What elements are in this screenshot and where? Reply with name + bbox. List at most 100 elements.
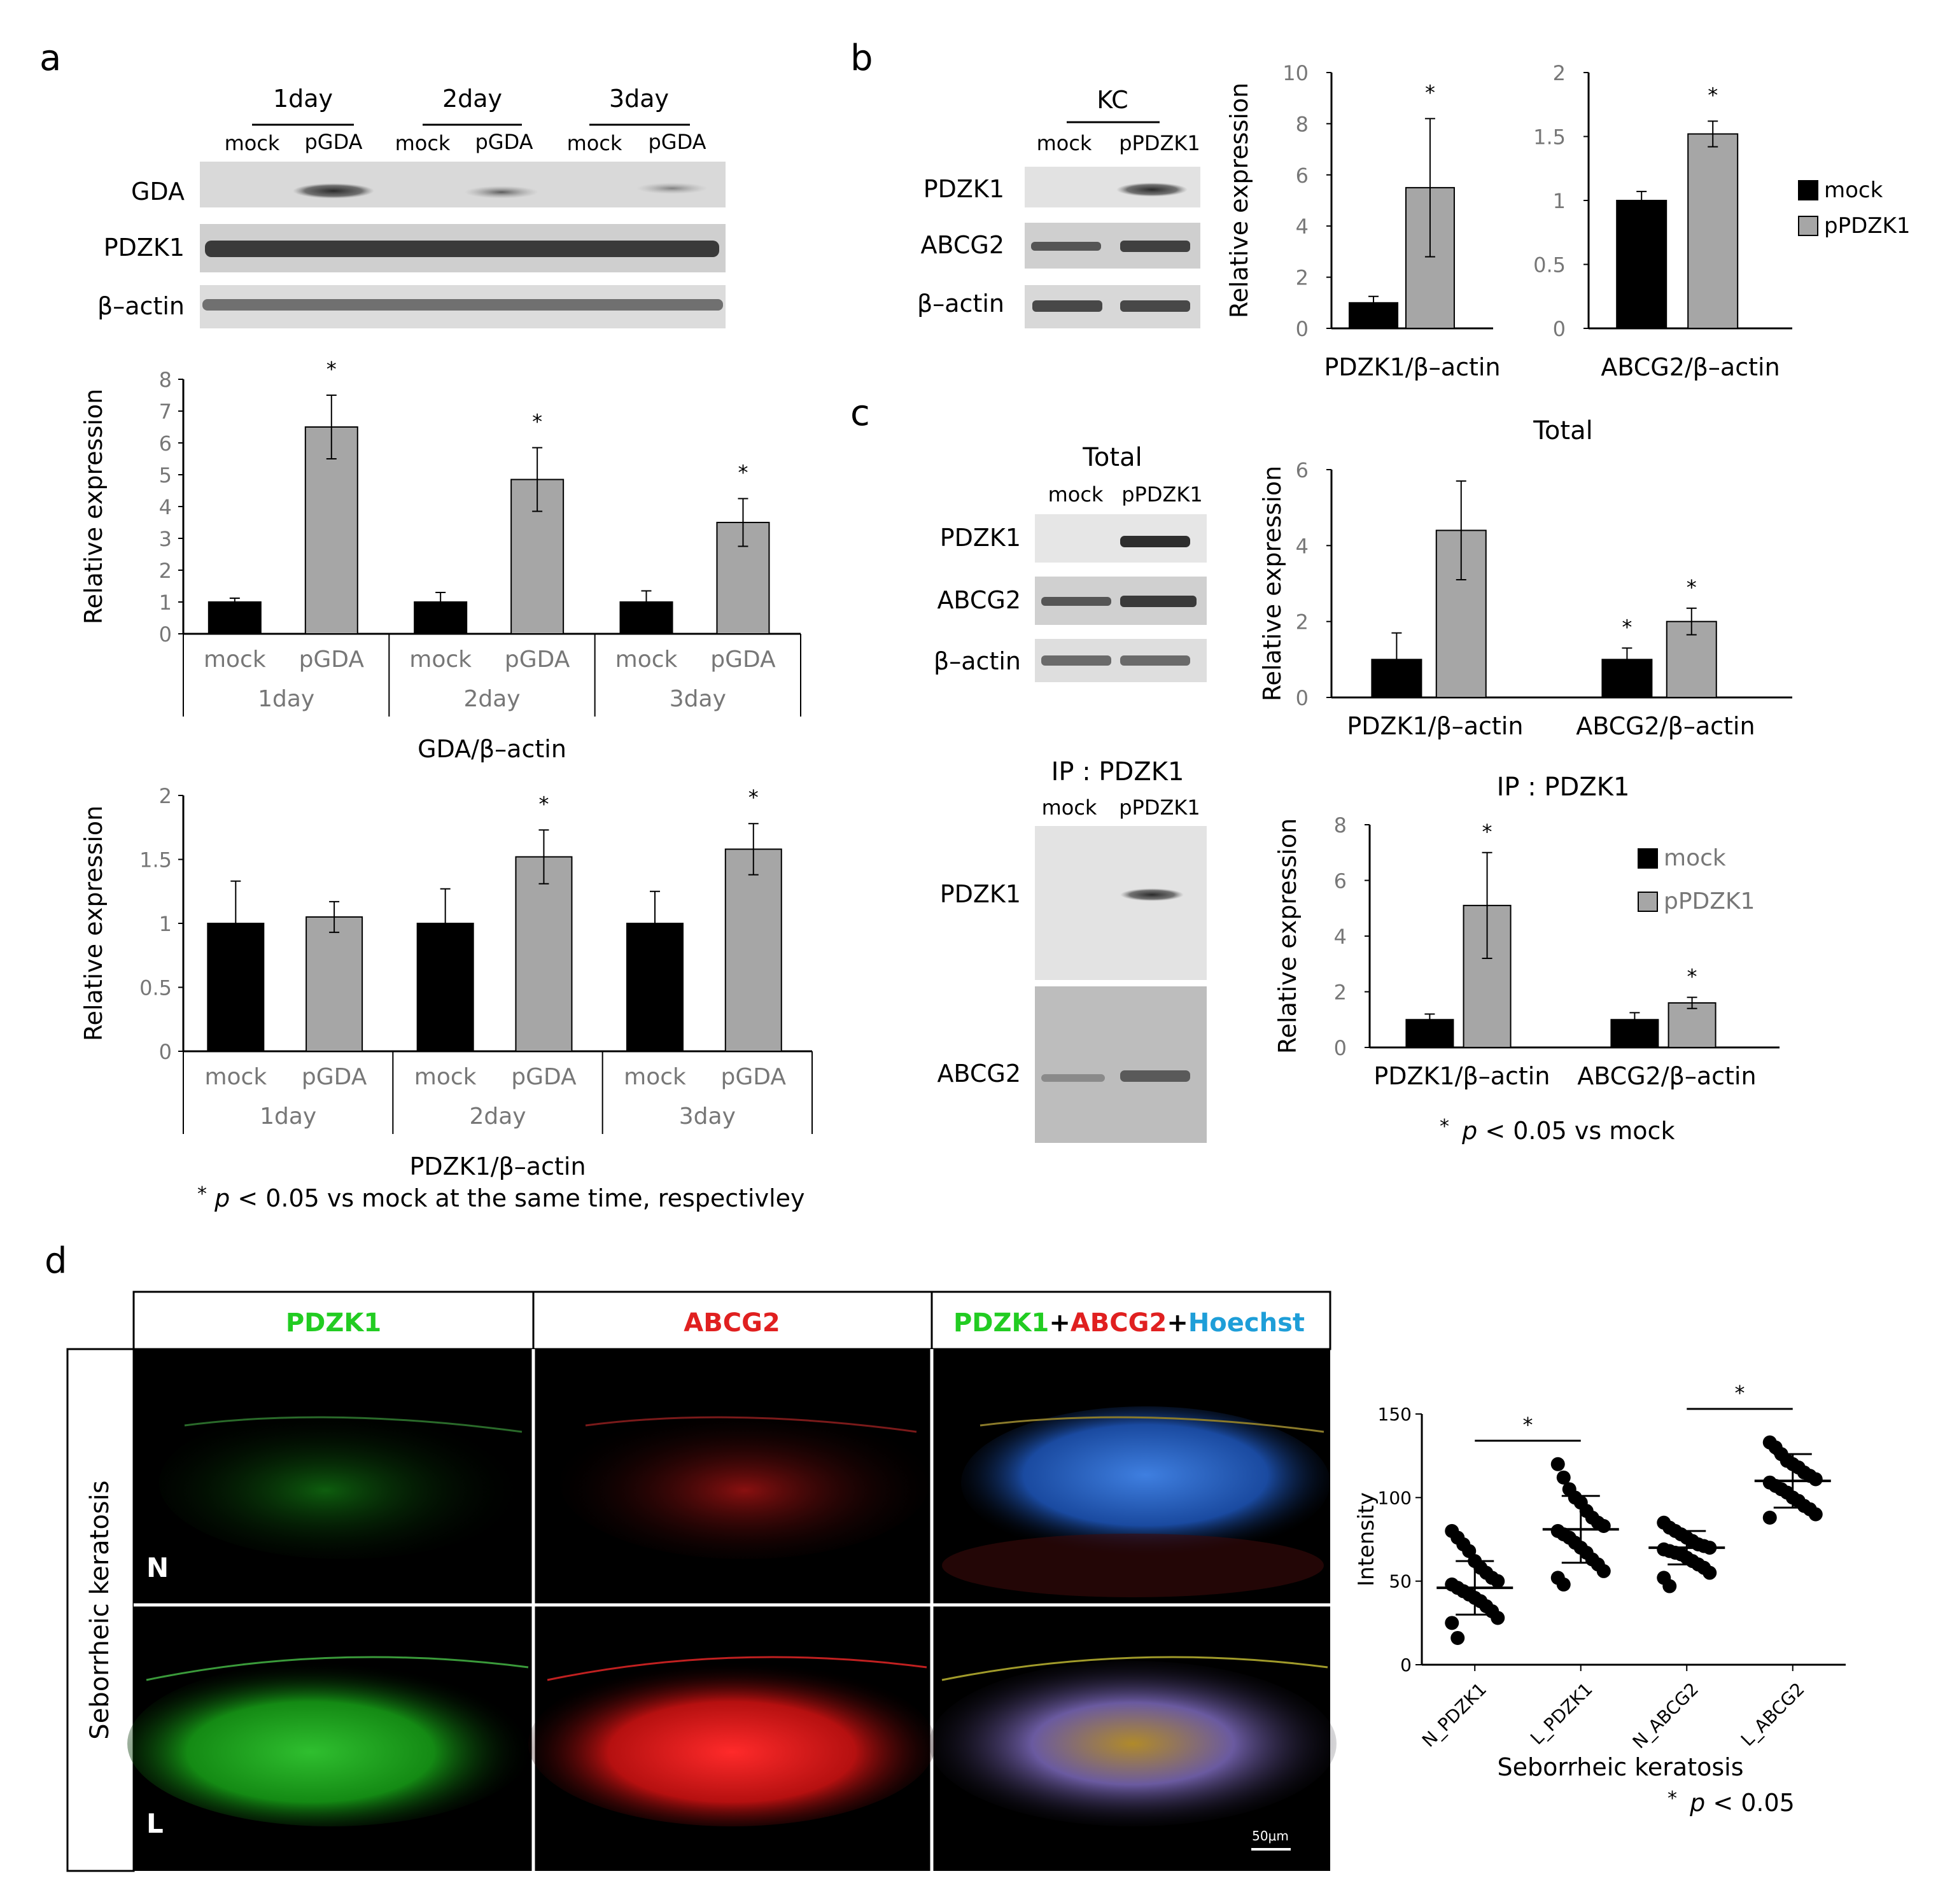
y-tick-label: 1.5 — [1533, 125, 1566, 150]
legend-swatch-mock — [1638, 848, 1658, 869]
legend-swatch-mock — [1798, 180, 1818, 200]
panel-d-images: PDZK1 ABCG2 PDZK1+ABCG2+Hoechst Seborrhe… — [66, 1291, 1337, 1872]
x-category-label-L_ABCG2: L_ABCG2 — [1737, 1679, 1809, 1751]
y-tick-label: 6 — [159, 431, 172, 456]
x-axis-title: PDZK1/β–actin — [1324, 353, 1500, 381]
x-category-label: PDZK1/β–actin — [1347, 712, 1523, 740]
blot-a-lane-pgda-1: pGDA — [304, 130, 362, 154]
scatter-point-N_ABCG2 — [1662, 1579, 1677, 1593]
note-c-star: * — [1440, 1116, 1449, 1138]
scatter-point-L_PDZK1 — [1596, 1518, 1611, 1533]
panel-letter-a: a — [39, 38, 61, 79]
chart-d-intensity: 0 50 100 150 Intensity N_PDZK1 L_PDZK1 N_ABCG2 L… — [1354, 1381, 1846, 1781]
x-category-label: ABCG2/β–actin — [1577, 1062, 1756, 1090]
y-tick-label: 1 — [159, 912, 172, 936]
scatter-point-L_PDZK1 — [1556, 1470, 1571, 1485]
significance-star: * — [538, 792, 549, 816]
blot-c-ip: IP : PDZK1 — [1051, 757, 1184, 787]
y-tick-label: 0 — [1296, 686, 1309, 710]
blot-c-label-pdzk1: PDZK1 — [940, 524, 1021, 552]
blot-b-label-pdzk1: PDZK1 — [923, 175, 1004, 203]
significance-star: * — [1708, 83, 1718, 107]
y-tick-label: 4 — [1296, 534, 1309, 558]
bar-1day-pGDA — [304, 426, 358, 634]
blot-b-kc: KC — [1097, 86, 1128, 114]
merge-plus-1: + — [1049, 1308, 1071, 1338]
chart-title: IP : PDZK1 — [1497, 773, 1630, 802]
y-tick-label: 6 — [1334, 869, 1347, 893]
y-axis-title: Relative expression — [80, 389, 108, 624]
note-c: * p < 0.05 vs mock — [1440, 1110, 1675, 1145]
panel-letter-c: c — [850, 393, 870, 434]
legend-label-mock: mock — [1824, 178, 1883, 203]
note-d-p: p — [1689, 1789, 1705, 1817]
y-tick-label: 0.5 — [1533, 253, 1566, 277]
significance-star: * — [1687, 575, 1697, 599]
x-category-label-N_PDZK1: N_PDZK1 — [1418, 1679, 1491, 1751]
blot-c-ip-lane-ppdzk1: pPDZK1 — [1119, 795, 1200, 820]
x-category-label-L_PDZK1: L_PDZK1 — [1526, 1679, 1597, 1749]
blot-a-lane-mock-2: mock — [395, 131, 451, 155]
y-tick-label: 150 — [1378, 1404, 1412, 1425]
chart-a-pdzk1: 0 0.5 1 1.5 2 Relative expression mock pGDA 1day… — [80, 784, 813, 1180]
blot-a-label-bactin: β–actin — [97, 292, 185, 320]
y-axis-title: Relative expression — [1225, 83, 1253, 318]
y-tick-label: 0 — [1334, 1036, 1347, 1060]
y-tick-label: 0 — [1553, 317, 1566, 341]
significance-star: * — [738, 461, 748, 485]
scatter-point-L_PDZK1 — [1596, 1564, 1611, 1578]
blot-c-label-abcg2: ABCG2 — [937, 586, 1021, 614]
row-title: Seborrheic keratosis — [85, 1480, 115, 1739]
bar-3day-pGDA — [724, 848, 782, 1053]
legend-swatch-pPDZK1 — [1638, 892, 1658, 912]
y-tick-label: 10 — [1282, 61, 1309, 85]
y-tick-label: 0.5 — [139, 976, 172, 1000]
y-axis-title: Relative expression — [1274, 818, 1302, 1054]
x-bar-label: mock — [204, 1064, 267, 1090]
blot-a-lane-pgda-2: pGDA — [475, 130, 533, 154]
x-axis-title: PDZK1/β–actin — [409, 1152, 586, 1180]
x-axis-title: ABCG2/β–actin — [1601, 353, 1780, 381]
bar-ABCG2/β–actin-mock — [1601, 659, 1653, 699]
col-title-merge: PDZK1+ABCG2+Hoechst — [953, 1308, 1305, 1338]
blot-c-lane-ppdzk1: pPDZK1 — [1121, 482, 1203, 507]
chart-c-total: 0 2 4 6 Relative expression Total PDZK1/β–acti… — [1258, 416, 1792, 740]
y-axis-title: Intensity — [1354, 1492, 1379, 1586]
y-tick-label: 8 — [1334, 813, 1347, 837]
note-d-rest: < 0.05 — [1713, 1789, 1795, 1817]
y-tick-label: 3 — [159, 527, 172, 551]
scatter-point-N_PDZK1 — [1491, 1611, 1505, 1625]
y-tick-label: 1 — [1553, 189, 1566, 213]
bar-ABCG2/β–actin-pPDZK1 — [1668, 1002, 1717, 1048]
x-bar-label: pGDA — [511, 1064, 577, 1090]
panel-letter-b: b — [850, 38, 873, 79]
blot-c-ip-label-pdzk1: PDZK1 — [940, 880, 1021, 908]
y-tick-label: 1.5 — [139, 848, 172, 872]
significance-star: * — [532, 410, 542, 434]
panel-a-blot: 1day 2day 3day mock pGDA mock pGDA mock … — [97, 85, 726, 328]
scatter-point-N_PDZK1 — [1445, 1616, 1459, 1630]
y-tick-label: 2 — [1334, 981, 1347, 1005]
y-tick-label: 4 — [1334, 925, 1347, 949]
x-group-label: 3day — [670, 686, 726, 712]
y-tick-label: 100 — [1378, 1487, 1412, 1508]
scatter-point-L_ABCG2 — [1762, 1510, 1777, 1525]
blot-a-lane-pgda-3: pGDA — [648, 130, 706, 154]
y-tick-label: 0 — [159, 622, 172, 647]
scatter-point-N_ABCG2 — [1703, 1565, 1717, 1580]
panel-c-blot: Total mock pPDZK1 PDZK1 ABCG2 β–actin IP… — [934, 443, 1207, 1143]
panel-letter-d: d — [45, 1240, 67, 1282]
significance-star: * — [1482, 820, 1492, 844]
blot-a-day1: 1day — [273, 85, 333, 113]
x-bar-label: pGDA — [302, 1064, 367, 1090]
legend-label-pPDZK1: pPDZK1 — [1664, 888, 1755, 914]
blot-b-lane-mock: mock — [1037, 131, 1092, 155]
x-bar-label: mock — [204, 647, 266, 673]
blot-a-lane-mock-1: mock — [225, 131, 280, 155]
y-tick-label: 8 — [159, 368, 172, 392]
x-category-label: ABCG2/β–actin — [1576, 712, 1755, 740]
y-tick-label: 6 — [1296, 164, 1309, 188]
note-c-rest: < 0.05 vs mock — [1485, 1117, 1675, 1145]
x-group-label: 2day — [463, 686, 520, 712]
note-d: * p < 0.05 — [1668, 1782, 1795, 1817]
